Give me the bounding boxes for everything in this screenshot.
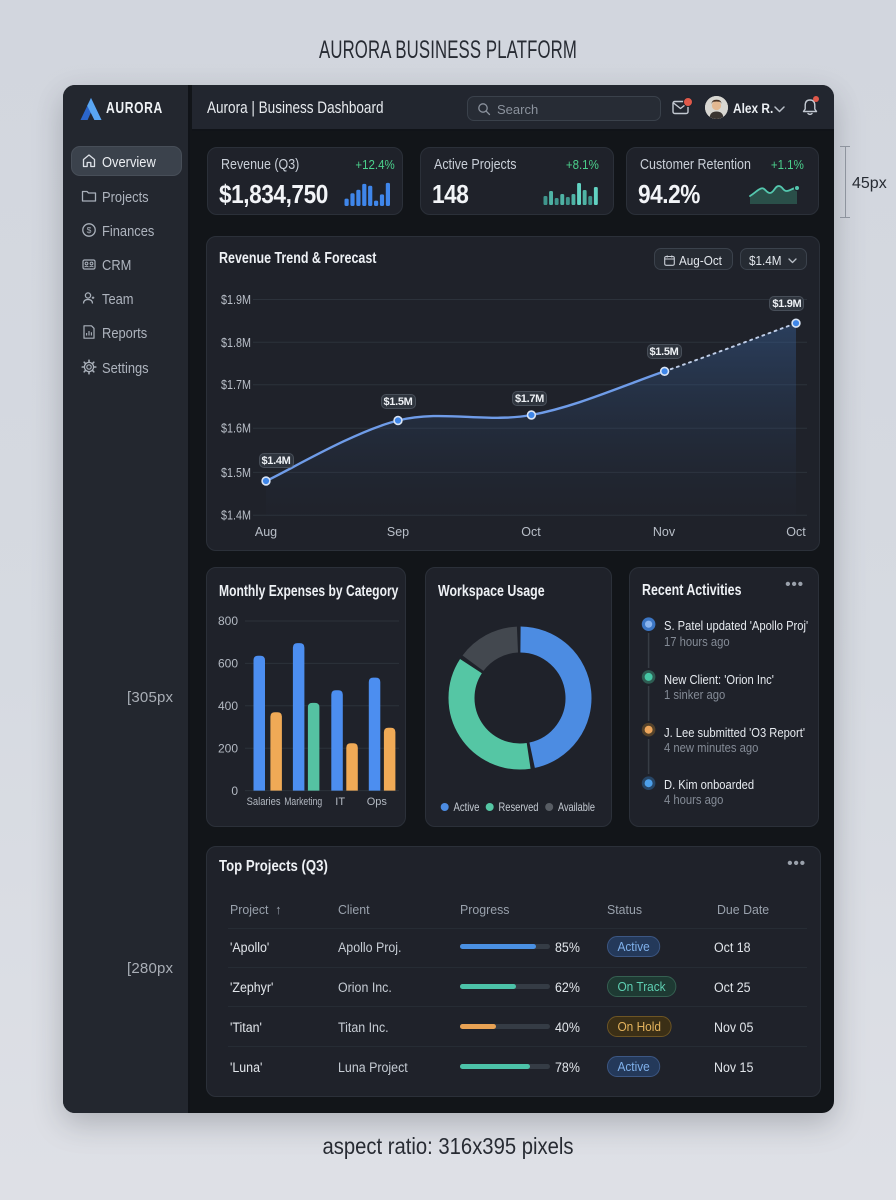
svg-text:Oct: Oct (786, 525, 806, 539)
svg-text:Ops: Ops (367, 796, 388, 808)
svg-text:0: 0 (231, 784, 238, 798)
svg-text:$1.6M: $1.6M (221, 422, 251, 436)
svg-text:Sep: Sep (387, 525, 409, 539)
svg-text:Aug: Aug (255, 525, 277, 539)
svg-text:$1.9M: $1.9M (221, 293, 251, 307)
svg-text:Reserved: Reserved (499, 800, 539, 814)
svg-text:$1.7M: $1.7M (221, 378, 251, 392)
svg-text:$1.5M: $1.5M (221, 466, 251, 480)
svg-text:Active: Active (454, 800, 480, 814)
svg-text:Nov: Nov (653, 525, 676, 539)
svg-text:$1.4M: $1.4M (221, 509, 251, 523)
svg-text:$1.8M: $1.8M (221, 336, 251, 350)
svg-text:$: $ (87, 225, 92, 235)
svg-text:800: 800 (218, 614, 238, 628)
svg-text:400: 400 (218, 699, 238, 713)
svg-text:IT: IT (335, 796, 345, 808)
svg-text:Oct: Oct (521, 525, 541, 539)
svg-text:600: 600 (218, 657, 238, 671)
svg-text:Marketing: Marketing (284, 796, 322, 808)
svg-text:Salaries: Salaries (247, 796, 281, 808)
svg-text:Available: Available (558, 800, 595, 814)
svg-text:200: 200 (218, 741, 238, 755)
